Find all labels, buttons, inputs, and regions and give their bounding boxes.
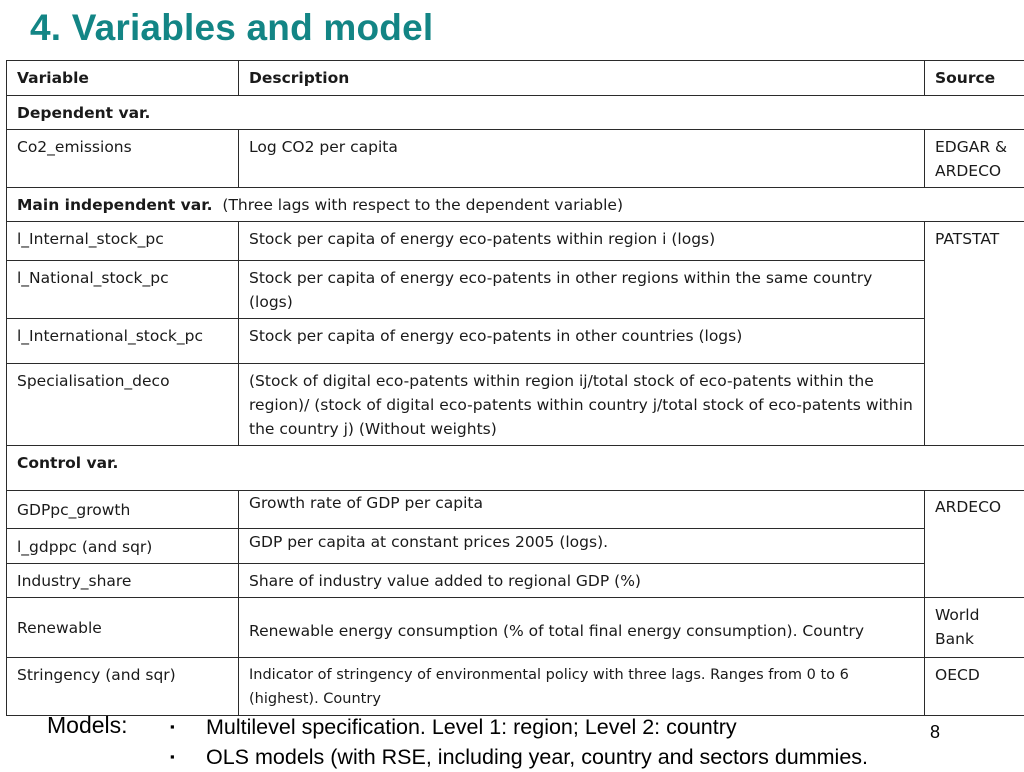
section-cell-main-independent: Main independent var. (Three lags with r… xyxy=(7,188,1024,222)
cell-description: Growth rate of GDP per capita xyxy=(239,491,925,529)
header-description: Description xyxy=(239,61,925,96)
cell-description: Indicator of stringency of environmental… xyxy=(239,658,925,716)
variables-table: Variable Description Source Dependent va… xyxy=(6,60,1024,716)
models-item-text: Multilevel specification. Level 1: regio… xyxy=(206,715,737,739)
cell-source: World Bank xyxy=(925,598,1024,658)
slide-title: 4. Variables and model xyxy=(30,7,433,49)
list-item: ▪ Multilevel specification. Level 1: reg… xyxy=(170,712,868,742)
models-list: ▪ Multilevel specification. Level 1: reg… xyxy=(170,712,868,772)
cell-variable: l_National_stock_pc xyxy=(7,261,239,319)
table-row: Industry_share Share of industry value a… xyxy=(7,564,1024,598)
cell-source: EDGAR & ARDECO xyxy=(925,130,1024,188)
cell-description: Share of industry value added to regiona… xyxy=(239,564,925,598)
table-row: l_Internal_stock_pc Stock per capita of … xyxy=(7,222,1024,261)
cell-variable: Specialisation_deco xyxy=(7,364,239,446)
table-row: Co2_emissions Log CO2 per capita EDGAR &… xyxy=(7,130,1024,188)
cell-variable: l_International_stock_pc xyxy=(7,319,239,364)
cell-variable: Industry_share xyxy=(7,564,239,598)
cell-source: ARDECO xyxy=(925,491,1024,598)
cell-variable: l_gdppc (and sqr) xyxy=(7,529,239,564)
table-row: Stringency (and sqr) Indicator of string… xyxy=(7,658,1024,716)
models-item-text: OLS models (with RSE, including year, co… xyxy=(206,745,868,769)
header-variable: Variable xyxy=(7,61,239,96)
section-note-main-independent: (Three lags with respect to the dependen… xyxy=(222,196,623,214)
page-number: 8 xyxy=(930,722,940,743)
cell-variable: l_Internal_stock_pc xyxy=(7,222,239,261)
section-label-dependent: Dependent var. xyxy=(7,96,1024,130)
table-row: l_National_stock_pc Stock per capita of … xyxy=(7,261,1024,319)
cell-description: Stock per capita of energy eco-patents w… xyxy=(239,222,925,261)
cell-variable: Renewable xyxy=(7,598,239,658)
table-row: l_gdppc (and sqr) GDP per capita at cons… xyxy=(7,529,1024,564)
header-source: Source xyxy=(925,61,1024,96)
cell-variable: GDPpc_growth xyxy=(7,491,239,529)
section-label-main-independent: Main independent var. xyxy=(17,196,213,214)
models-label: Models: xyxy=(47,712,128,739)
table-header-row: Variable Description Source xyxy=(7,61,1024,96)
section-row-main-independent: Main independent var. (Three lags with r… xyxy=(7,188,1024,222)
table-row: GDPpc_growth Growth rate of GDP per capi… xyxy=(7,491,1024,529)
table-row: l_International_stock_pc Stock per capit… xyxy=(7,319,1024,364)
cell-variable: Co2_emissions xyxy=(7,130,239,188)
cell-description: Renewable energy consumption (% of total… xyxy=(239,598,925,658)
cell-source: OECD xyxy=(925,658,1024,716)
cell-description: GDP per capita at constant prices 2005 (… xyxy=(239,529,925,564)
cell-variable: Stringency (and sqr) xyxy=(7,658,239,716)
cell-source: PATSTAT xyxy=(925,222,1024,446)
section-label-control: Control var. xyxy=(7,446,1024,491)
cell-description: Log CO2 per capita xyxy=(239,130,925,188)
bullet-square-icon: ▪ xyxy=(170,712,175,742)
table-row: Renewable Renewable energy consumption (… xyxy=(7,598,1024,658)
section-row-control: Control var. xyxy=(7,446,1024,491)
cell-description: Stock per capita of energy eco-patents i… xyxy=(239,319,925,364)
cell-description: Stock per capita of energy eco-patents i… xyxy=(239,261,925,319)
cell-description: (Stock of digital eco-patents within reg… xyxy=(239,364,925,446)
section-row-dependent: Dependent var. xyxy=(7,96,1024,130)
table-row: Specialisation_deco (Stock of digital ec… xyxy=(7,364,1024,446)
